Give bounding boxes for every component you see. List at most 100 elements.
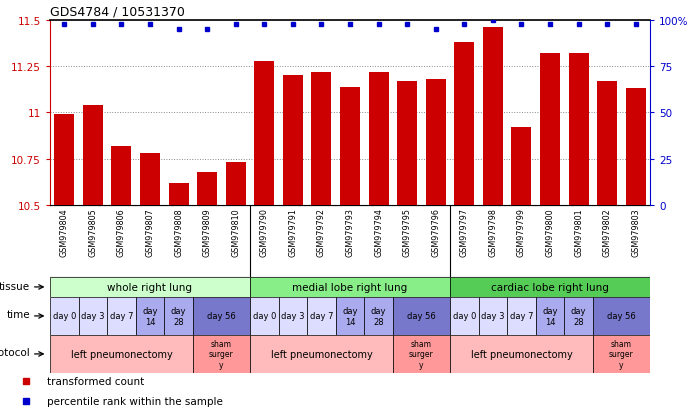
- Text: left pneumonectomy: left pneumonectomy: [271, 349, 372, 359]
- Text: day
14: day 14: [142, 306, 158, 326]
- Text: GSM979802: GSM979802: [602, 208, 611, 256]
- Text: GSM979796: GSM979796: [431, 208, 440, 256]
- Text: sham
surger
y: sham surger y: [209, 339, 234, 369]
- Bar: [393, 297, 450, 335]
- Bar: [283, 76, 303, 205]
- Text: sham
surger
y: sham surger y: [409, 339, 433, 369]
- Text: GSM979801: GSM979801: [574, 208, 583, 256]
- Bar: [336, 297, 364, 335]
- Text: day 3: day 3: [481, 312, 505, 320]
- Text: day 7: day 7: [510, 312, 533, 320]
- Text: day
14: day 14: [342, 306, 358, 326]
- Bar: [50, 277, 250, 297]
- Bar: [483, 28, 503, 205]
- Text: day 56: day 56: [407, 312, 436, 320]
- Text: sham
surger
y: sham surger y: [609, 339, 634, 369]
- Text: GSM979794: GSM979794: [374, 208, 383, 256]
- Text: GSM979800: GSM979800: [546, 208, 554, 256]
- Bar: [340, 87, 360, 205]
- Bar: [593, 335, 650, 373]
- Bar: [397, 82, 417, 205]
- Bar: [79, 297, 107, 335]
- Text: whole right lung: whole right lung: [107, 282, 193, 292]
- Bar: [393, 335, 450, 373]
- Text: tissue: tissue: [0, 281, 30, 291]
- Bar: [140, 154, 160, 205]
- Bar: [164, 297, 193, 335]
- Text: day 0: day 0: [52, 312, 76, 320]
- Bar: [50, 297, 79, 335]
- Text: day
28: day 28: [171, 306, 186, 326]
- Bar: [426, 80, 446, 205]
- Bar: [369, 73, 389, 205]
- Bar: [279, 297, 307, 335]
- Bar: [254, 62, 274, 205]
- Text: day
28: day 28: [571, 306, 586, 326]
- Text: protocol: protocol: [0, 347, 30, 357]
- Text: transformed count: transformed count: [47, 376, 144, 386]
- Text: GSM979803: GSM979803: [631, 208, 640, 256]
- Text: day 0: day 0: [253, 312, 276, 320]
- Bar: [50, 335, 193, 373]
- Bar: [83, 106, 103, 205]
- Text: GSM979792: GSM979792: [317, 208, 326, 256]
- Bar: [512, 128, 531, 205]
- Bar: [112, 146, 131, 205]
- Text: day 56: day 56: [207, 312, 236, 320]
- Text: GSM979791: GSM979791: [288, 208, 297, 256]
- Bar: [107, 297, 135, 335]
- Text: time: time: [6, 309, 30, 319]
- Bar: [225, 163, 246, 205]
- Bar: [193, 297, 250, 335]
- Text: GSM979810: GSM979810: [231, 208, 240, 256]
- Bar: [250, 297, 279, 335]
- Text: GSM979799: GSM979799: [517, 208, 526, 256]
- Text: GSM979809: GSM979809: [202, 208, 211, 256]
- Text: day 7: day 7: [110, 312, 133, 320]
- Text: GSM979795: GSM979795: [403, 208, 412, 256]
- Bar: [169, 183, 188, 205]
- Bar: [307, 297, 336, 335]
- Bar: [250, 335, 393, 373]
- Bar: [364, 297, 393, 335]
- Text: GDS4784 / 10531370: GDS4784 / 10531370: [50, 6, 185, 19]
- Bar: [454, 43, 474, 205]
- Bar: [479, 297, 507, 335]
- Bar: [535, 297, 564, 335]
- Bar: [54, 115, 74, 205]
- Bar: [193, 335, 250, 373]
- Bar: [311, 73, 332, 205]
- Text: day 3: day 3: [81, 312, 105, 320]
- Text: day
14: day 14: [542, 306, 558, 326]
- Text: cardiac lobe right lung: cardiac lobe right lung: [491, 282, 609, 292]
- Bar: [569, 54, 588, 205]
- Bar: [593, 297, 650, 335]
- Text: GSM979806: GSM979806: [117, 208, 126, 256]
- Bar: [625, 89, 646, 205]
- Text: day 56: day 56: [607, 312, 636, 320]
- Text: day 7: day 7: [310, 312, 333, 320]
- Text: medial lobe right lung: medial lobe right lung: [292, 282, 408, 292]
- Text: day
28: day 28: [371, 306, 386, 326]
- Bar: [507, 297, 535, 335]
- Bar: [450, 277, 650, 297]
- Text: GSM979798: GSM979798: [489, 208, 498, 256]
- Text: GSM979804: GSM979804: [60, 208, 69, 256]
- Bar: [540, 54, 560, 205]
- Bar: [564, 297, 593, 335]
- Bar: [197, 172, 217, 205]
- Bar: [450, 335, 593, 373]
- Text: GSM979790: GSM979790: [260, 208, 269, 256]
- Text: left pneumonectomy: left pneumonectomy: [470, 349, 572, 359]
- Text: GSM979808: GSM979808: [174, 208, 183, 256]
- Bar: [250, 277, 450, 297]
- Text: percentile rank within the sample: percentile rank within the sample: [47, 396, 223, 406]
- Text: GSM979805: GSM979805: [89, 208, 97, 256]
- Text: GSM979797: GSM979797: [460, 208, 469, 256]
- Bar: [597, 82, 617, 205]
- Bar: [450, 297, 479, 335]
- Text: day 3: day 3: [281, 312, 304, 320]
- Text: GSM979807: GSM979807: [145, 208, 154, 256]
- Text: left pneumonectomy: left pneumonectomy: [70, 349, 172, 359]
- Bar: [135, 297, 164, 335]
